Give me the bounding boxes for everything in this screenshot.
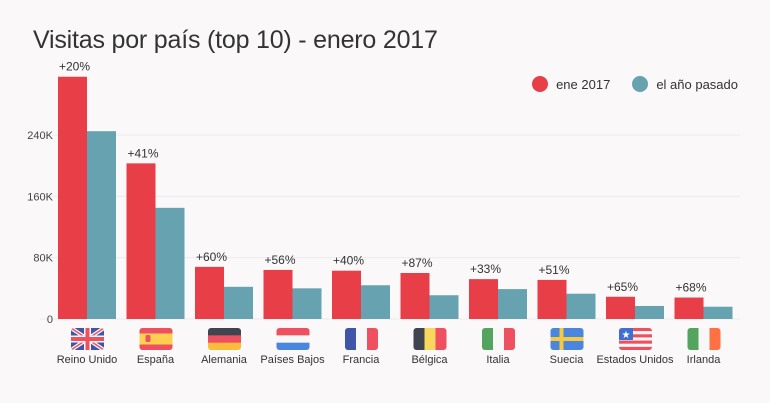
bar-previous[interactable] xyxy=(566,293,596,319)
category-label: Irlanda xyxy=(687,354,722,366)
y-tick-label: 0 xyxy=(47,314,53,326)
bar-current[interactable] xyxy=(400,273,430,319)
bar-previous[interactable] xyxy=(361,285,390,319)
change-label: +51% xyxy=(539,263,570,277)
bar-current[interactable] xyxy=(674,297,704,319)
legend-item-current[interactable]: ene 2017 xyxy=(532,76,610,92)
bar-previous[interactable] xyxy=(292,288,322,319)
category-label: Francia xyxy=(343,354,381,366)
y-tick-label: 240K xyxy=(27,130,53,142)
bar-current[interactable] xyxy=(537,279,567,319)
change-label: +60% xyxy=(196,250,227,264)
flag-de-icon xyxy=(208,328,241,350)
svg-text:★: ★ xyxy=(622,330,631,341)
bar-current[interactable] xyxy=(332,270,361,319)
change-label: +65% xyxy=(607,280,638,294)
flag-it-icon xyxy=(482,328,515,350)
category-label: Estados Unidos xyxy=(596,354,674,366)
change-label: +87% xyxy=(402,256,433,270)
bar-previous[interactable] xyxy=(429,295,459,319)
category-label: Bélgica xyxy=(411,354,448,366)
bar-current[interactable] xyxy=(606,296,635,319)
change-label: +20% xyxy=(59,60,90,74)
legend: ene 2017 el año pasado xyxy=(510,76,738,92)
bar-current[interactable] xyxy=(126,163,156,319)
change-label: +41% xyxy=(128,146,159,160)
change-label: +40% xyxy=(333,254,364,268)
flag-ie-icon xyxy=(687,328,721,350)
bar-previous[interactable] xyxy=(703,306,733,319)
change-label: +56% xyxy=(265,253,296,267)
y-tick-label: 160K xyxy=(27,191,53,203)
bar-current[interactable] xyxy=(263,269,293,319)
flag-uk-icon xyxy=(71,328,104,350)
legend-label-current: ene 2017 xyxy=(556,76,611,92)
flag-es-icon xyxy=(139,328,173,350)
legend-swatch-previous xyxy=(632,76,649,92)
flag-nl-icon xyxy=(276,328,310,350)
category-label: Italia xyxy=(486,354,510,366)
bar-current[interactable] xyxy=(469,279,498,319)
bar-previous[interactable] xyxy=(498,289,527,319)
change-label: +33% xyxy=(470,262,501,276)
change-label: +68% xyxy=(676,281,707,295)
bar-previous[interactable] xyxy=(155,207,185,319)
flag-se-icon xyxy=(550,328,584,350)
legend-swatch-current xyxy=(532,76,549,92)
bar-previous[interactable] xyxy=(224,286,253,319)
bar-previous[interactable] xyxy=(635,305,664,319)
flag-be-icon xyxy=(413,328,447,350)
chart-title: Visitas por país (top 10) - enero 2017 xyxy=(33,26,438,54)
category-label: Suecia xyxy=(550,354,585,366)
category-label: Reino Unido xyxy=(57,354,118,366)
legend-label-previous: el año pasado xyxy=(656,76,738,92)
bar-previous[interactable] xyxy=(87,131,116,319)
category-label: Alemania xyxy=(201,354,248,366)
legend-item-previous[interactable]: el año pasado xyxy=(632,76,738,92)
category-label: Países Bajos xyxy=(260,354,325,366)
y-tick-label: 80K xyxy=(33,253,53,265)
flag-us-icon: ★ xyxy=(619,328,652,350)
bar-current[interactable] xyxy=(195,266,224,319)
bar-current[interactable] xyxy=(58,76,87,319)
flag-fr-icon xyxy=(345,328,378,350)
category-label: España xyxy=(137,354,175,366)
